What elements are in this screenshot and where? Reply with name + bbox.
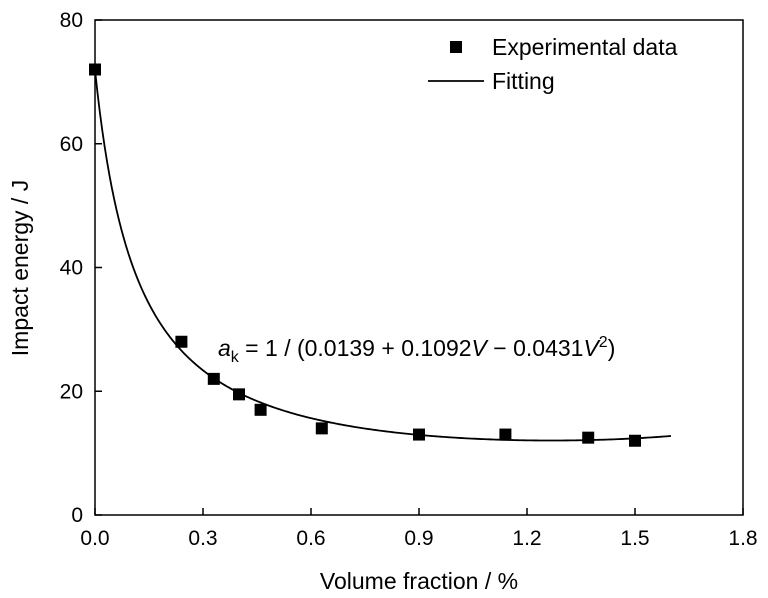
eq-superscript: 2 [599,334,608,351]
data-point [89,63,101,76]
data-point [315,422,328,435]
fitting-curve [94,69,672,442]
x-tick-label: 0.3 [188,527,217,550]
y-tick-label: 0 [71,504,83,527]
x-tick-label: 0.6 [296,527,325,550]
y-tick-label: 80 [60,9,83,32]
eq-subscript: k [231,349,240,366]
y-tick-label: 40 [60,257,83,280]
eq-symbol: a [218,335,231,361]
eq-var-2: V [583,335,601,361]
legend: Experimental data Fitting [428,34,678,94]
eq-body-1: = 1 / (0.0139 + 0.1092 [239,335,472,361]
x-tick-label: 0.9 [404,527,433,550]
eq-body-3: ) [608,335,616,361]
x-tick-label: 1.8 [728,527,757,550]
data-point [254,403,267,416]
eq-body-2: − 0.0431 [487,335,584,361]
y-axis-title: Impact energy / J [7,180,33,356]
data-point [413,428,425,441]
x-tick-label: 1.5 [620,527,649,550]
axis-ticks [94,19,744,516]
eq-var-1: V [472,335,490,361]
data-point [582,431,595,444]
legend-label-fitting: Fitting [492,68,555,94]
y-tick-label: 20 [60,380,83,403]
plot-frame [94,19,744,516]
fit-equation: ak = 1 / (0.0139 + 0.1092V − 0.0431V2) [218,334,615,366]
legend-label-experimental: Experimental data [492,34,678,60]
x-axis-title: Volume fraction / % [320,568,518,594]
tick-labels: 0.0 0.3 0.6 0.9 1.2 1.5 1.8 0 20 40 60 80 [60,9,758,550]
y-tick-label: 60 [60,133,83,156]
data-point [629,434,641,447]
data-point [175,335,188,348]
data-point [207,372,220,385]
x-tick-label: 0.0 [80,527,109,550]
experimental-markers [89,63,641,447]
data-point [499,428,512,441]
data-point [233,388,245,401]
legend-marker-experimental [450,41,462,53]
x-tick-label: 1.2 [512,527,541,550]
